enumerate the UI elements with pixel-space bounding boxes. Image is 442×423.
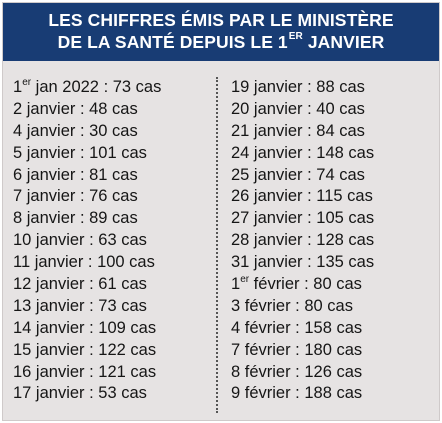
header-title-line-2-text: DE LA SANTÉ DEPUIS LE 1	[57, 32, 288, 52]
case-entry: 19 janvier : 88 cas	[231, 77, 374, 99]
case-entry-text: 24 janvier : 148 cas	[231, 143, 375, 162]
case-entry: 4 février : 158 cas	[231, 318, 374, 340]
case-entry-text: 3 février : 80 cas	[231, 296, 353, 315]
case-entry: 1er jan 2022 : 73 cas	[13, 77, 161, 99]
case-entry: 21 janvier : 84 cas	[231, 121, 374, 143]
case-entry-text: 4 février : 158 cas	[231, 318, 363, 337]
case-entry-text: 1	[231, 275, 241, 294]
case-entry: 14 janvier : 109 cas	[13, 318, 161, 340]
case-entry-text: 10 janvier : 63 cas	[13, 231, 147, 250]
case-entry-text: 31 janvier : 135 cas	[231, 253, 375, 272]
left-column: 1er jan 2022 : 73 cas 2 janvier : 48 cas 4…	[13, 77, 161, 405]
case-entry-text: 1	[13, 78, 23, 96]
case-entry-text: 8 janvier : 89 cas	[13, 209, 138, 228]
table-header: LES CHIFFRES ÉMIS PAR LE MINISTÈRE DE LA…	[3, 3, 439, 61]
case-entry: 6 janvier : 81 cas	[13, 165, 161, 187]
case-entry: 4 janvier : 30 cas	[13, 121, 161, 143]
case-entry-text: 27 janvier : 105 cas	[231, 209, 375, 228]
case-entry: 27 janvier : 105 cas	[231, 208, 374, 230]
header-title-line-2: DE LA SANTÉ DEPUIS LE 1ER JANVIER	[3, 31, 439, 53]
case-entry-text: 4 janvier : 30 cas	[13, 121, 138, 140]
column-divider	[216, 77, 218, 413]
case-entry: 26 janvier : 115 cas	[231, 186, 374, 208]
case-entry-text: 7 janvier : 76 cas	[13, 187, 138, 206]
case-entry-ordinal: er	[22, 76, 32, 88]
case-entry: 13 janvier : 73 cas	[13, 296, 161, 318]
case-entry: 15 janvier : 122 cas	[13, 340, 161, 362]
case-entry-text: 21 janvier : 84 cas	[231, 121, 365, 140]
case-entry-text-rest: jan 2022 : 73 cas	[31, 78, 162, 96]
case-entry-text: 17 janvier : 53 cas	[13, 384, 147, 403]
case-entry-text: 16 janvier : 121 cas	[13, 362, 157, 381]
case-entry-text: 25 janvier : 74 cas	[231, 165, 365, 184]
case-entry-text: 12 janvier : 61 cas	[13, 275, 147, 294]
case-entry: 8 février : 126 cas	[231, 362, 374, 384]
case-entry-text: 13 janvier : 73 cas	[13, 296, 147, 315]
case-entry: 16 janvier : 121 cas	[13, 362, 161, 384]
right-column: 19 janvier : 88 cas 20 janvier : 40 cas 21…	[231, 77, 374, 405]
case-entry: 25 janvier : 74 cas	[231, 165, 374, 187]
case-entry-text-rest: février : 80 cas	[249, 275, 362, 294]
case-entry: 5 janvier : 101 cas	[13, 143, 161, 165]
case-entry-ordinal: er	[240, 273, 250, 285]
case-entry: 8 janvier : 89 cas	[13, 208, 161, 230]
header-title-line-2-end: JANVIER	[302, 32, 385, 52]
case-entry: 3 février : 80 cas	[231, 296, 374, 318]
case-entry: 28 janvier : 128 cas	[231, 230, 374, 252]
case-entry: 17 janvier : 53 cas	[13, 383, 161, 405]
header-title-superscript: ER	[288, 31, 303, 43]
case-entry: 10 janvier : 63 cas	[13, 230, 161, 252]
header-title-line-1: LES CHIFFRES ÉMIS PAR LE MINISTÈRE	[48, 10, 394, 30]
case-entry-text: 11 janvier : 100 cas	[13, 253, 155, 272]
case-entry: 31 janvier : 135 cas	[231, 252, 374, 274]
case-entry-text: 15 janvier : 122 cas	[13, 340, 157, 359]
case-entry-text: 9 février : 188 cas	[231, 384, 363, 403]
case-entry: 9 février : 188 cas	[231, 383, 374, 405]
case-entry-text: 2 janvier : 48 cas	[13, 99, 138, 118]
case-entry: 11 janvier : 100 cas	[13, 252, 161, 274]
case-entry: 2 janvier : 48 cas	[13, 99, 161, 121]
case-entry: 7 janvier : 76 cas	[13, 186, 161, 208]
case-entry-text: 20 janvier : 40 cas	[231, 99, 365, 118]
case-entry: 1er février : 80 cas	[231, 274, 374, 296]
case-entry-text: 8 février : 126 cas	[231, 362, 363, 381]
case-entry: 24 janvier : 148 cas	[231, 143, 374, 165]
case-entry: 7 février : 180 cas	[231, 340, 374, 362]
case-entry-text: 6 janvier : 81 cas	[13, 165, 138, 184]
case-entry-text: 5 janvier : 101 cas	[13, 143, 147, 162]
case-entry-text: 7 février : 180 cas	[231, 340, 363, 359]
case-entry: 12 janvier : 61 cas	[13, 274, 161, 296]
case-entry: 20 janvier : 40 cas	[231, 99, 374, 121]
case-entry-text: 26 janvier : 115 cas	[231, 187, 373, 206]
case-entry-text: 19 janvier : 88 cas	[231, 78, 365, 96]
case-entry-text: 14 janvier : 109 cas	[13, 318, 157, 337]
case-entry-text: 28 janvier : 128 cas	[231, 231, 375, 250]
